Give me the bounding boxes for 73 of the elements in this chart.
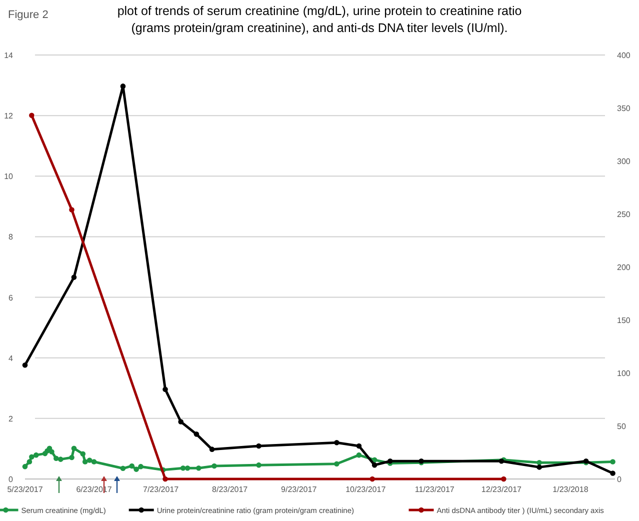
point [69, 207, 74, 212]
point [91, 459, 97, 464]
point [372, 462, 378, 468]
y2-tick-label: 250 [617, 210, 631, 219]
point [334, 440, 340, 446]
y-tick-label: 0 [8, 475, 14, 484]
y2-tick-label: 150 [617, 316, 631, 325]
point [209, 446, 215, 452]
point [256, 462, 262, 468]
y-tick-label: 2 [8, 414, 14, 424]
point [82, 459, 88, 464]
x-tick-label: 11/23/2017 [414, 485, 455, 494]
y-tick-label: 8 [8, 232, 14, 242]
point [120, 84, 126, 89]
point [120, 466, 126, 472]
y-tick-label: 6 [8, 293, 14, 302]
point [196, 465, 202, 471]
point [134, 466, 139, 472]
point [29, 454, 34, 460]
point [256, 443, 262, 449]
point [334, 461, 340, 466]
y2-tick-label: 50 [617, 422, 626, 431]
y2-tick-label: 350 [617, 104, 631, 113]
x-tick-label: 7/23/2017 [143, 485, 180, 494]
point [212, 463, 217, 469]
point [370, 476, 375, 482]
point [356, 443, 362, 449]
x-tick-label: 9/23/2017 [281, 485, 318, 494]
x-tick-label: 1/23/2018 [552, 485, 589, 494]
point [80, 451, 86, 457]
y-tick-label: 10 [4, 172, 14, 182]
point [29, 112, 34, 118]
point [162, 386, 168, 392]
point [178, 419, 184, 424]
point [71, 274, 77, 280]
y-tick-label: 14 [4, 51, 14, 60]
point [26, 459, 32, 464]
point [501, 476, 506, 482]
point [184, 465, 190, 471]
point [162, 476, 168, 482]
y-tick-label: 12 [4, 112, 14, 121]
point [536, 464, 542, 470]
caption: Figure 2 [8, 9, 48, 21]
y-tick-label: 4 [8, 354, 14, 363]
point [129, 463, 135, 469]
point [536, 460, 542, 466]
y2-tick-label: 300 [617, 157, 631, 166]
point [22, 362, 28, 368]
point [610, 459, 616, 464]
point [610, 470, 616, 476]
y2-tick-label: 0 [617, 475, 622, 484]
point [58, 456, 64, 462]
point [498, 458, 504, 464]
x-tick-label: 5/23/2017 [7, 485, 44, 494]
point [356, 452, 362, 458]
x-tick-label: 8/23/2017 [212, 485, 248, 494]
point [180, 465, 186, 471]
point [33, 452, 39, 458]
y2-tick-label: 200 [617, 263, 631, 272]
point [86, 458, 92, 463]
point [69, 454, 74, 460]
point [387, 458, 393, 464]
y2-tick-label: 100 [617, 369, 631, 378]
point [49, 449, 54, 454]
x-tick-label: 12/23/2017 [481, 485, 522, 494]
point [138, 464, 144, 470]
point [194, 432, 200, 437]
point [22, 464, 28, 470]
point [54, 456, 59, 462]
x-tick-label: 10/23/2017 [346, 485, 386, 494]
chart-title: plot of trends of serum creatinine (mg/dL), urine protein to creatinine ratio (grams protein/gram creatinine), and anti-ds DNA titer levels (IU/ml). [117, 4, 522, 35]
point [71, 446, 77, 452]
y2-tick-label: 400 [617, 51, 631, 60]
